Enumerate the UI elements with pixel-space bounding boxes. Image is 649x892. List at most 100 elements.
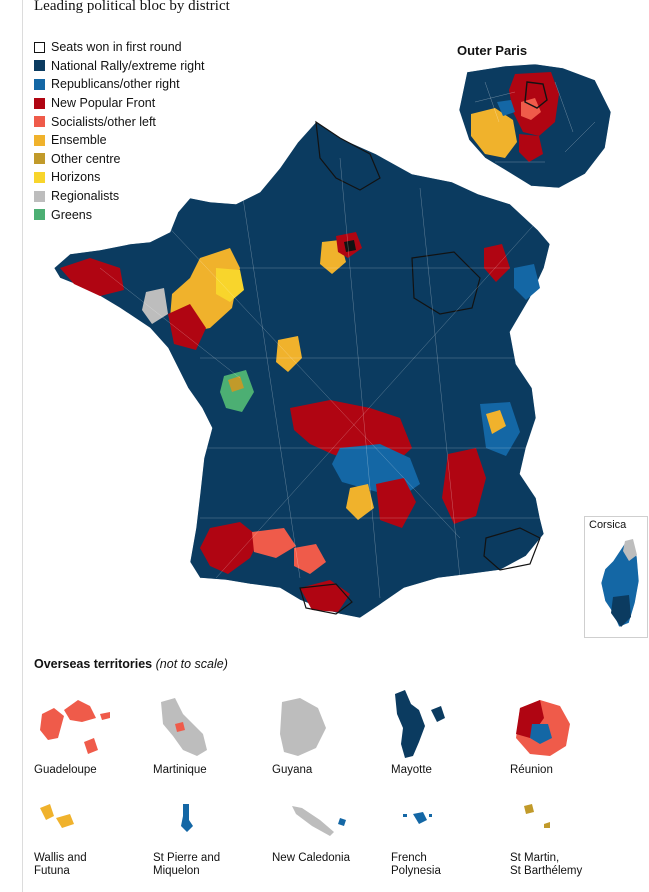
mayotte-map (395, 690, 445, 758)
legend: Seats won in first round National Rally/e… (34, 38, 205, 224)
territory-label: St Pierre and Miquelon (153, 852, 221, 877)
guyana-map (280, 698, 326, 756)
territory-french-polynesia: French Polynesia (391, 800, 501, 878)
toulouse-socialist-area (294, 544, 326, 574)
legend-swatch (34, 116, 45, 128)
brittany-nfp-east (168, 304, 206, 350)
st-martin-map (524, 804, 550, 828)
territory-st-pierre-miquelon: St Pierre and Miquelon (153, 800, 263, 878)
territory-reunion: Réunion (510, 694, 620, 777)
ensemble-centre-area (276, 336, 302, 372)
auvergne-nfp-area (376, 478, 416, 528)
legend-swatch (34, 41, 45, 53)
pyrenees-nfp-area (300, 580, 350, 612)
france-outline (53, 121, 551, 619)
other-centre-area (228, 376, 244, 392)
legend-swatch (34, 60, 45, 72)
guyana-shape (280, 698, 326, 756)
french-polynesia-map (403, 812, 432, 824)
southwest-socialist-area (252, 528, 296, 558)
martinique-socialist-area (175, 722, 185, 732)
outer-paris-ensemble-area (471, 108, 517, 158)
left-divider (22, 0, 23, 892)
legend-item: Regionalists (34, 187, 205, 206)
overseas-title-note: (not to scale) (155, 657, 228, 671)
territory-label: Guadeloupe (34, 764, 97, 776)
legend-label: Socialists/other left (51, 114, 156, 129)
legend-label: Seats won in first round (51, 40, 182, 55)
legend-label: Republicans/other right (51, 77, 180, 92)
page-title: Leading political bloc by district (34, 0, 230, 14)
territory-label: Mayotte (391, 764, 432, 776)
alps-ensemble-area (486, 410, 506, 434)
territory-guadeloupe: Guadeloupe (34, 694, 144, 777)
new-caledonia-republicans-area (338, 818, 346, 826)
france-map (53, 120, 551, 619)
massif-central-ensemble-area (346, 484, 374, 520)
legend-label: Regionalists (51, 189, 120, 204)
territory-st-martin-st-barthelemy: St Martin, St Barthélemy (510, 800, 620, 878)
legend-label: National Rally/extreme right (51, 58, 205, 73)
wallis-futuna-map (40, 804, 74, 828)
guadeloupe-shape (40, 700, 110, 754)
east-first-round-border (411, 251, 481, 315)
legend-label: Horizons (51, 170, 101, 185)
paris-first-round-area (344, 240, 356, 252)
new-caledonia-map (292, 806, 346, 836)
st-martin-shape (524, 804, 550, 828)
outer-paris-socialist-area (521, 98, 541, 120)
corsica-inset: Corsica (584, 516, 648, 638)
st-pierre-miquelon-map (181, 804, 193, 832)
corsica-regionalists-area (623, 539, 637, 561)
reunion-map (516, 700, 570, 756)
overseas-title: Overseas territories (not to scale) (34, 657, 228, 671)
st-pierre-miquelon-shape (181, 804, 193, 832)
legend-swatch (34, 153, 45, 165)
territory-guyana: Guyana (272, 694, 382, 777)
north-first-round-border (315, 120, 381, 191)
legend-item: New Popular Front (34, 94, 205, 113)
new-caledonia-shape (292, 806, 334, 836)
northeast-nfp-area (484, 244, 510, 282)
corsica-label: Corsica (589, 519, 627, 531)
territory-label: Martinique (153, 764, 207, 776)
mayotte-shape (395, 690, 445, 758)
territory-label: French Polynesia (391, 852, 441, 877)
legend-item: Seats won in first round (34, 38, 205, 57)
legend-item: Republicans/other right (34, 75, 205, 94)
northeast-republicans-area (514, 264, 540, 300)
territory-label: St Martin, St Barthélemy (510, 852, 583, 877)
legend-swatch (34, 190, 45, 202)
department-grid (99, 157, 541, 599)
corsica-map (600, 539, 640, 628)
overseas-title-text: Overseas territories (34, 657, 153, 671)
brittany-nfp-area (60, 258, 124, 296)
southeast-first-round-border (483, 527, 541, 571)
outer-paris-first-round-border (524, 81, 548, 109)
legend-swatch (34, 171, 45, 183)
legend-item: Other centre (34, 150, 205, 169)
outer-paris-nfp-south (519, 134, 543, 162)
territory-new-caledonia: New Caledonia (272, 800, 382, 865)
legend-swatch (34, 78, 45, 90)
french-polynesia-shape (413, 812, 427, 824)
legend-label: Ensemble (51, 133, 107, 148)
guadeloupe-map (40, 700, 110, 754)
legend-item: National Rally/extreme right (34, 57, 205, 76)
reunion-republicans-area (530, 724, 552, 744)
southwest-nfp-area (200, 522, 260, 574)
legend-swatch (34, 97, 45, 109)
legend-label: New Popular Front (51, 96, 156, 111)
legend-item: Ensemble (34, 131, 205, 150)
legend-item: Horizons (34, 168, 205, 187)
territory-label: Guyana (272, 764, 313, 776)
territory-martinique: Martinique (153, 694, 263, 777)
alps-nfp-area (442, 448, 486, 524)
outer-paris-map (458, 63, 612, 189)
reunion-nfp-area (516, 700, 544, 738)
outer-paris-republicans-area (497, 100, 515, 116)
corsica-national-rally-area (611, 595, 631, 627)
legend-swatch (34, 134, 45, 146)
territory-label: Wallis and Futuna (34, 852, 87, 877)
territory-mayotte: Mayotte (391, 686, 501, 777)
